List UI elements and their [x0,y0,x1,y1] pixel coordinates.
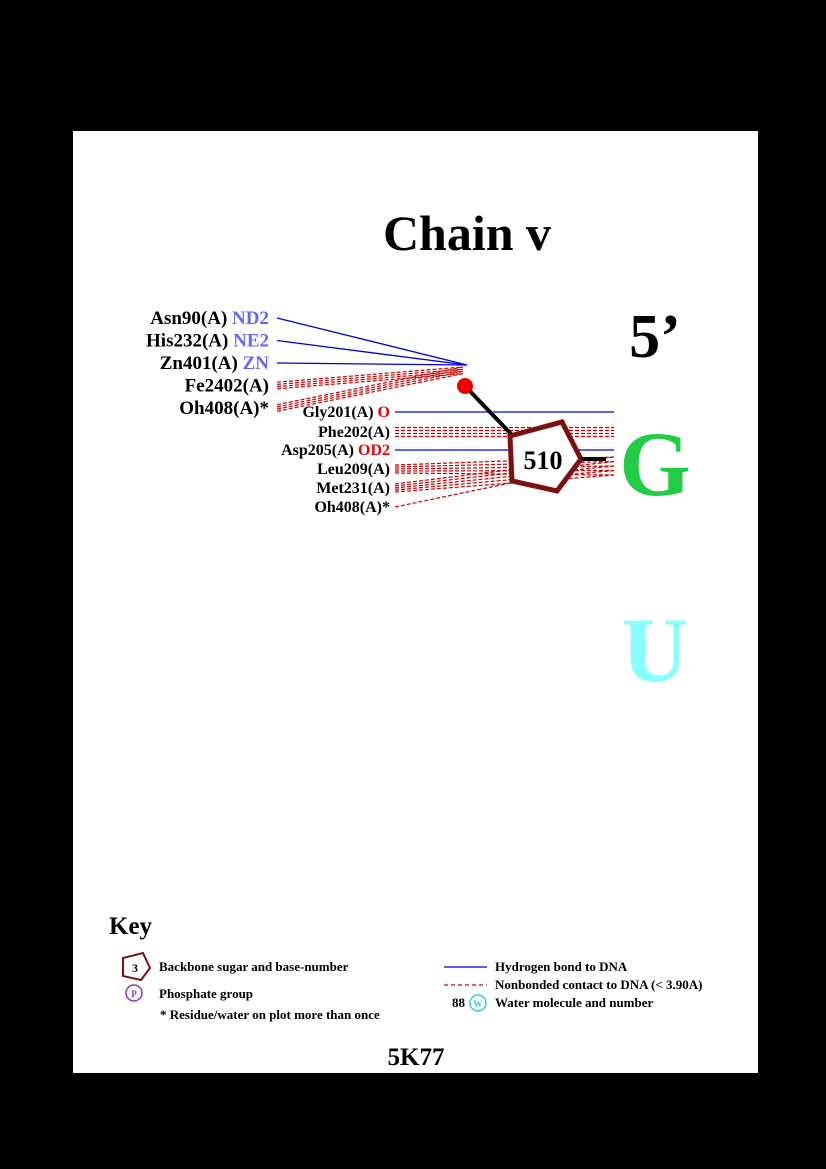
phosphate-residue-label-2: Zn401(A) ZN [160,353,270,374]
nonbonded-line [394,469,615,491]
pdb-id: 5K77 [388,1044,445,1071]
phosphate-residue-name-1: His232(A) [146,331,228,352]
sugar-residue-label-5: Oh408(A)* [314,499,390,516]
hbond-line [276,362,468,366]
sugar-residue-label-0: Gly201(A) O [302,404,390,421]
key-repeat-note: * Residue/water on plot more than once [160,1007,380,1022]
base-u: U [622,599,688,701]
phosphate-residue-name-2: Zn401(A) [160,353,238,374]
key-sugar-number: 3 [132,961,138,975]
nonbonded-line [276,366,464,406]
sugar-residue-name-0: Gly201(A) [302,404,373,421]
sugar-residue-name-3: Leu209(A) [317,461,390,478]
strand-end-label: 5’ [629,303,681,371]
phosphate-sugar-link [464,385,515,438]
nonbonded-line [276,373,464,412]
key-water-icon [469,994,487,1012]
diagram-page: Chain v 5’ G U 510 Asn90(A) ND2 His232(A)… [73,131,758,1073]
sugar-residue-labels: Gly201(A) O Phe202(A)Asp205(A) OD2 Leu209(… [281,404,390,516]
phosphate-residue-label-4: Oh408(A)* [179,398,269,419]
phosphate-residue-label-1: His232(A) NE2 [146,331,269,352]
phosphate-residue-name-0: Asn90(A) [150,308,227,329]
key-title: Key [109,913,153,940]
hbond-line [276,317,468,366]
dna-contact-diagram: Chain v 5’ G U 510 Asn90(A) ND2His232(A)… [109,205,702,1071]
phosphate-residue-label-3: Fe2402(A) [185,376,269,397]
phosphate-residue-atom-2: ZN [238,353,269,374]
contact-lines [276,317,615,508]
sugar-residue-name-1: Phe202(A) [318,424,390,441]
key-hbond-label: Hydrogen bond to DNA [495,959,628,974]
key-water-letter: W [474,999,483,1009]
sugar-residue-label-4: Met231(A) [316,480,390,497]
nonbonded-line [276,370,464,388]
nonbonded-line [276,373,464,390]
nonbonded-line [394,474,615,493]
key-phosphate-label: Phosphate group [159,986,253,1001]
base-g: G [619,413,691,515]
phosphate-residue-atom-1: NE2 [228,331,269,352]
phosphate-residue-name-4: Oh408(A)* [179,398,269,419]
sugar-residue-label-3: Leu209(A) [317,461,390,478]
key-phosphate-icon [125,984,143,1002]
sugar-residue-label-1: Phe202(A) [318,424,390,441]
key-sugar-icon [122,951,152,982]
nonbonded-line [276,368,464,385]
nonbonded-line [276,366,464,383]
hbond-line [276,339,468,366]
key-nonbonded-label: Nonbonded contact to DNA (< 3.90A) [495,977,702,992]
key-sugar-label: Backbone sugar and base-number [159,959,349,974]
phosphate-residue-label-0: Asn90(A) ND2 [150,308,269,329]
nonbonded-line [276,370,464,410]
nucleotide-number: 510 [524,446,563,475]
sugar-residue-atom-2: OD2 [354,442,390,459]
sugar-residue-name-5: Oh408(A)* [314,499,390,516]
phosphate-group [457,378,473,394]
sugar-residue-name-4: Met231(A) [316,480,390,497]
phosphate-residue-name-3: Fe2402(A) [185,376,269,397]
key-phosphate-letter: P [131,989,137,999]
key-water-number: 88 [452,995,466,1010]
key-water-label: Water molecule and number [495,995,654,1010]
backbone-sugar [507,419,584,494]
nonbonded-line [276,368,464,408]
sugar-residue-name-2: Asp205(A) [281,442,354,459]
sugar-residue-atom-0: O [374,404,390,421]
chain-title: Chain v [383,205,551,261]
phosphate-residue-atom-0: ND2 [227,308,269,329]
nonbonded-line [394,465,615,489]
nonbonded-line [394,479,526,508]
sugar-residue-label-2: Asp205(A) OD2 [281,442,390,459]
